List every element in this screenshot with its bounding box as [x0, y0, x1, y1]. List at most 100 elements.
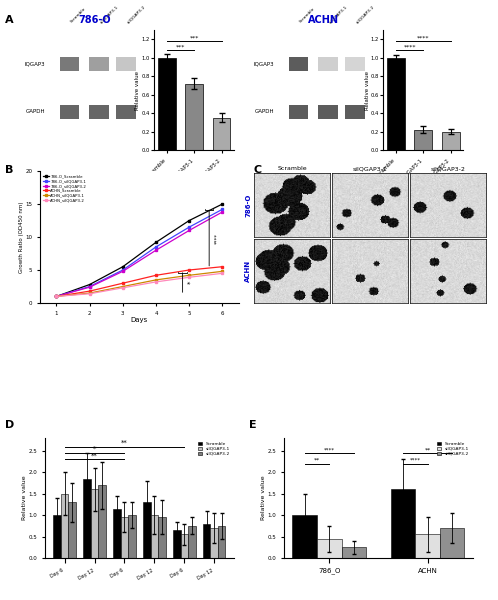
Legend: Scramble, siIQGAP3-1, siIQGAP3-2: Scramble, siIQGAP3-1, siIQGAP3-2	[196, 440, 232, 457]
Bar	[53, 515, 61, 558]
Text: GAPDH: GAPDH	[26, 109, 45, 114]
786-O_siIQGAP3-1	[186, 223, 192, 230]
Bar	[116, 57, 136, 71]
Bar	[68, 502, 76, 558]
Bar	[185, 83, 203, 150]
ACHN_siIQGAP3-2	[87, 290, 93, 298]
ACHN_siIQGAP3-1	[53, 293, 59, 300]
Text: siIQGAP3-2: siIQGAP3-2	[355, 4, 375, 24]
ACHN_siIQGAP3-1	[120, 283, 126, 290]
ACHN_siIQGAP3-1	[186, 272, 192, 279]
Text: Scramble: Scramble	[70, 7, 87, 24]
Line: 786-O_siIQGAP3-1: 786-O_siIQGAP3-1	[55, 208, 224, 298]
786-O_Scramble	[53, 293, 59, 300]
786-O_siIQGAP3-2	[53, 293, 59, 300]
786-O_siIQGAP3-1	[220, 206, 226, 213]
ACHN_siIQGAP3-2	[120, 284, 126, 292]
Text: ****: ****	[324, 447, 335, 452]
Bar	[89, 57, 109, 71]
Y-axis label: Relative value: Relative value	[22, 476, 27, 520]
Bar	[345, 104, 365, 119]
Legend: Scramble, siIQGAP3-1, siIQGAP3-2: Scramble, siIQGAP3-1, siIQGAP3-2	[435, 440, 471, 457]
786-O_Scramble	[153, 239, 159, 246]
Title: siIQGAP3-1: siIQGAP3-1	[353, 166, 387, 171]
Bar	[151, 515, 158, 558]
Bar	[391, 490, 415, 558]
786-O_siIQGAP3-1	[53, 293, 59, 300]
Title: Scramble: Scramble	[277, 166, 307, 171]
Bar	[173, 530, 181, 558]
Bar	[218, 526, 226, 558]
Bar	[83, 479, 91, 558]
Text: **: **	[121, 440, 128, 446]
Bar	[442, 131, 460, 150]
Bar	[158, 517, 166, 558]
Text: IQGAP3: IQGAP3	[254, 62, 274, 67]
Text: GAPDH: GAPDH	[255, 109, 274, 114]
786-O_siIQGAP3-2	[87, 284, 93, 291]
ACHN_siIQGAP3-2	[220, 270, 226, 277]
Bar	[318, 104, 338, 119]
786-O_Scramble	[186, 217, 192, 224]
ACHN_Scramble	[186, 266, 192, 274]
Bar	[181, 535, 188, 558]
Bar	[89, 104, 109, 119]
Bar	[60, 104, 79, 119]
Text: **: **	[91, 452, 98, 458]
Text: ****: ****	[403, 44, 416, 49]
Bar	[98, 485, 106, 558]
Y-axis label: 786-O: 786-O	[245, 193, 251, 217]
Bar	[60, 57, 79, 71]
Text: **: **	[314, 458, 320, 463]
Bar	[116, 104, 136, 119]
Text: B: B	[5, 165, 13, 175]
Bar	[318, 57, 338, 71]
Bar	[289, 57, 308, 71]
Text: Scramble: Scramble	[299, 7, 316, 24]
Bar	[213, 118, 231, 150]
Bar	[91, 490, 98, 558]
Title: siIQGAP3-2: siIQGAP3-2	[431, 166, 466, 171]
ACHN_Scramble	[153, 272, 159, 279]
Bar	[317, 539, 342, 558]
786-O_Scramble	[220, 200, 226, 208]
Text: ****: ****	[417, 35, 430, 40]
Bar	[143, 502, 151, 558]
Bar	[345, 57, 365, 71]
Text: **: **	[424, 447, 431, 452]
Bar	[387, 58, 405, 150]
ACHN_Scramble	[220, 263, 226, 270]
ACHN_siIQGAP3-1	[87, 290, 93, 297]
Y-axis label: Growth Ratio (OD450 nm): Growth Ratio (OD450 nm)	[19, 201, 24, 273]
Legend: 786-O_Scramble, 786-O_siIQGAP3-1, 786-O_siIQGAP3-2, ACHN_Scramble, ACHN_siIQGAP3: 786-O_Scramble, 786-O_siIQGAP3-1, 786-O_…	[42, 173, 88, 204]
Line: 786-O_siIQGAP3-2: 786-O_siIQGAP3-2	[55, 211, 224, 298]
Bar	[203, 524, 211, 558]
786-O_siIQGAP3-2	[186, 227, 192, 234]
Text: A: A	[5, 15, 13, 25]
Bar	[289, 104, 308, 119]
Text: E: E	[249, 420, 256, 430]
Bar	[440, 528, 465, 558]
786-O_Scramble	[120, 263, 126, 270]
786-O_siIQGAP3-2	[153, 247, 159, 254]
Bar	[188, 526, 196, 558]
Bar	[113, 509, 121, 558]
Text: ***: ***	[190, 35, 199, 40]
786-O_siIQGAP3-2	[120, 268, 126, 275]
786-O_siIQGAP3-1	[153, 244, 159, 251]
Line: ACHN_siIQGAP3-2: ACHN_siIQGAP3-2	[55, 272, 224, 298]
Bar	[121, 517, 128, 558]
Text: D: D	[5, 420, 14, 430]
Line: ACHN_Scramble: ACHN_Scramble	[55, 265, 224, 298]
Text: IQGAP3: IQGAP3	[25, 62, 45, 67]
Y-axis label: Relative value: Relative value	[365, 70, 370, 109]
Bar	[128, 515, 135, 558]
Text: ACHN: ACHN	[308, 15, 339, 25]
Y-axis label: Relative value: Relative value	[135, 70, 140, 109]
X-axis label: Days: Days	[131, 317, 148, 323]
Line: 786-O_Scramble: 786-O_Scramble	[55, 203, 224, 298]
Text: 786-O: 786-O	[78, 15, 111, 25]
Text: ***: ***	[176, 44, 185, 49]
786-O_siIQGAP3-1	[87, 283, 93, 290]
ACHN_siIQGAP3-2	[53, 293, 59, 300]
